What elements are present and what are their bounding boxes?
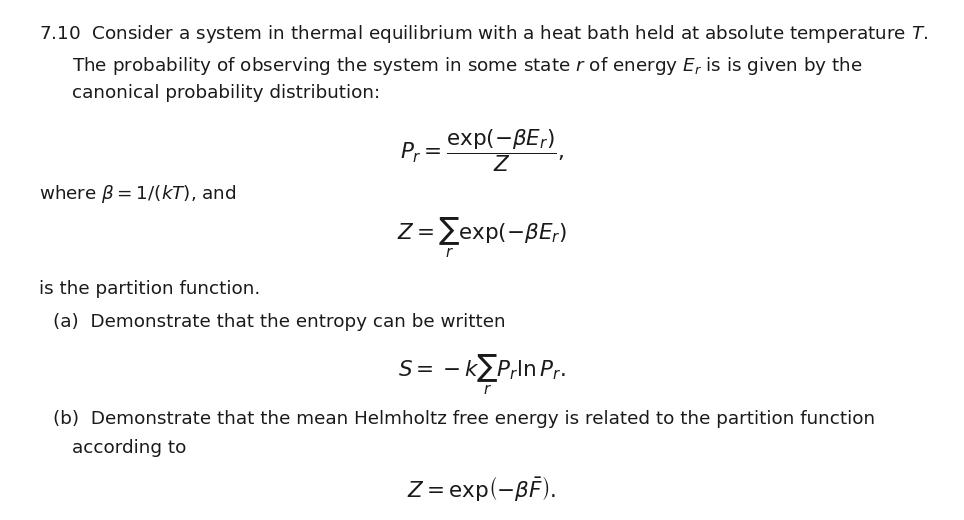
Text: $S = -k\sum_r P_r \ln P_r$.: $S = -k\sum_r P_r \ln P_r$. xyxy=(398,353,566,397)
Text: $P_r = \dfrac{\exp(-\beta E_r)}{Z}$,: $P_r = \dfrac{\exp(-\beta E_r)}{Z}$, xyxy=(400,127,564,174)
Text: where $\beta = 1/(kT)$, and: where $\beta = 1/(kT)$, and xyxy=(39,183,236,205)
Text: 7.10  Consider a system in thermal equilibrium with a heat bath held at absolute: 7.10 Consider a system in thermal equili… xyxy=(39,23,927,45)
Text: $Z = \exp\!\left(-\beta\bar{F}\right)$.: $Z = \exp\!\left(-\beta\bar{F}\right)$. xyxy=(408,474,556,503)
Text: $Z = \sum_r \exp(-\beta E_r)$: $Z = \sum_r \exp(-\beta E_r)$ xyxy=(397,216,567,260)
Text: canonical probability distribution:: canonical probability distribution: xyxy=(72,84,381,102)
Text: is the partition function.: is the partition function. xyxy=(39,280,260,298)
Text: (a)  Demonstrate that the entropy can be written: (a) Demonstrate that the entropy can be … xyxy=(53,313,506,331)
Text: The probability of observing the system in some state $r$ of energy $E_r$ is is : The probability of observing the system … xyxy=(72,55,863,76)
Text: (b)  Demonstrate that the mean Helmholtz free energy is related to the partition: (b) Demonstrate that the mean Helmholtz … xyxy=(53,410,875,428)
Text: according to: according to xyxy=(72,439,187,458)
